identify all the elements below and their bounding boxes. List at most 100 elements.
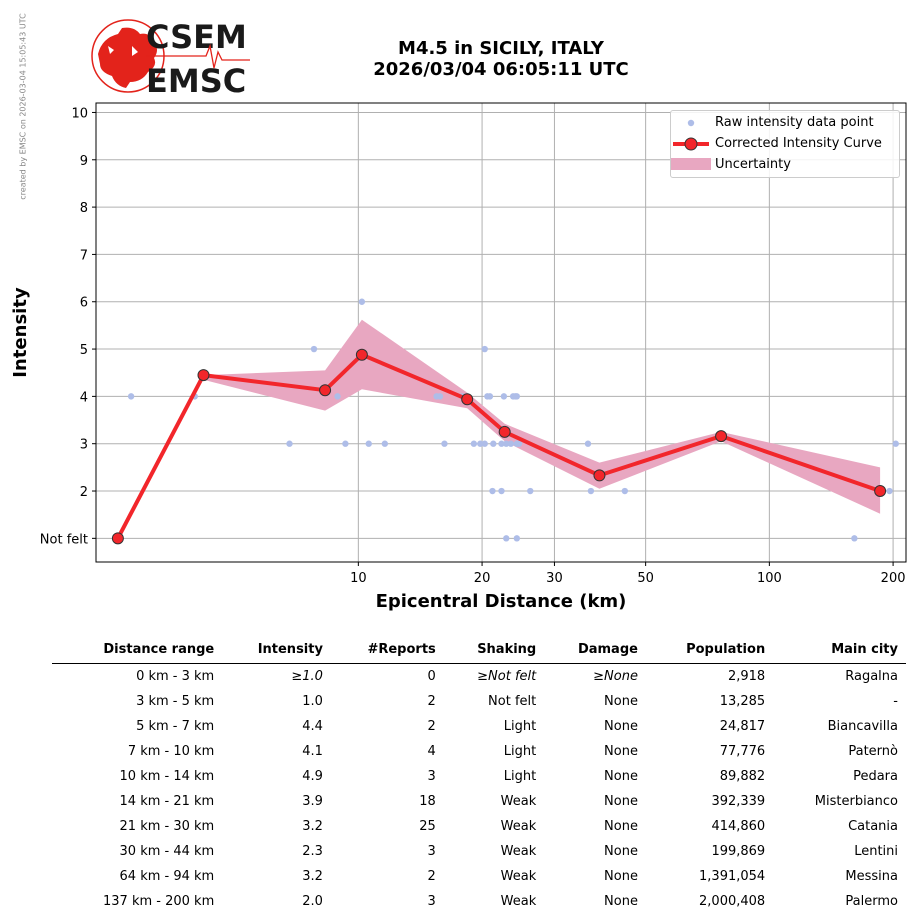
curve-marker bbox=[874, 485, 887, 498]
col-header-reports: #Reports bbox=[330, 638, 444, 664]
raw-data-point bbox=[489, 487, 496, 495]
raw-data-point bbox=[892, 440, 899, 447]
cell-population: 199,869 bbox=[711, 844, 766, 859]
curve-marker bbox=[197, 369, 210, 382]
raw-data-point bbox=[481, 345, 488, 353]
uncertainty-band bbox=[203, 319, 881, 514]
cell-main-city: Biancavilla bbox=[827, 719, 898, 734]
logo-csem-text: CSEM bbox=[146, 18, 247, 56]
raw-data-point bbox=[587, 487, 595, 495]
y-tick-label: 2 bbox=[80, 485, 88, 500]
cell-population: 13,285 bbox=[719, 694, 766, 709]
cell-shaking: Not felt bbox=[488, 694, 537, 709]
curve-marker bbox=[319, 384, 332, 397]
cell-intensity: 4.9 bbox=[302, 769, 323, 784]
raw-data-point bbox=[310, 345, 318, 353]
cell-reports: 0 bbox=[427, 669, 436, 684]
raw-data-point bbox=[503, 535, 510, 542]
col-header-population: Population bbox=[645, 638, 774, 664]
table-row: 7 km - 10 km 4.1 4 Light None 77,776 Paternò bbox=[52, 739, 906, 764]
raw-data-point bbox=[365, 440, 372, 447]
cell-intensity: 3.9 bbox=[302, 794, 323, 809]
cell-distance-range: 137 km - 200 km bbox=[103, 894, 215, 909]
x-tick-label: 100 bbox=[757, 571, 782, 586]
cell-main-city: Catania bbox=[848, 819, 898, 834]
table-row: 0 km - 3 km ≥1.0 0 ≥Not felt ≥None 2,918 Ragal… bbox=[52, 664, 906, 690]
cell-population: 2,918 bbox=[727, 669, 766, 684]
cell-intensity: 2.0 bbox=[302, 894, 323, 909]
y-tick-label: 4 bbox=[80, 390, 88, 405]
y-tick-label: 10 bbox=[71, 106, 88, 121]
cell-shaking: Weak bbox=[500, 869, 537, 884]
axis-ticks: Not felt 2 3 4 5 6 7 8 9 10 10 20 30 50 100 200 bbox=[40, 106, 906, 586]
col-header-distance-range: Distance range bbox=[52, 638, 223, 664]
intensity-chart: Not felt 2 3 4 5 6 7 8 9 10 10 20 30 50 100 200 Epicent… bbox=[10, 102, 907, 612]
cell-intensity: 4.1 bbox=[302, 744, 323, 759]
cell-distance-range: 30 km - 44 km bbox=[119, 844, 215, 859]
raw-data-point bbox=[481, 440, 488, 447]
legend-raw-marker bbox=[687, 119, 695, 127]
raw-data-point bbox=[500, 393, 508, 400]
cell-distance-range: 0 km - 3 km bbox=[136, 669, 215, 684]
cell-shaking: Weak bbox=[500, 844, 537, 859]
cell-population: 89,882 bbox=[719, 769, 766, 784]
curve-marker bbox=[593, 469, 606, 482]
cell-population: 414,860 bbox=[711, 819, 766, 834]
cell-intensity: 4.4 bbox=[302, 719, 323, 734]
table-body: 0 km - 3 km ≥1.0 0 ≥Not felt ≥None 2,918 Ragal… bbox=[52, 664, 906, 915]
cell-damage: None bbox=[604, 719, 638, 734]
raw-data-point bbox=[490, 440, 497, 447]
raw-data-point bbox=[127, 393, 135, 400]
cell-intensity: 3.2 bbox=[302, 869, 323, 884]
cell-main-city: Pedara bbox=[853, 769, 898, 784]
raw-data-point bbox=[527, 487, 534, 495]
cell-main-city: Palermo bbox=[845, 894, 898, 909]
raw-data-point bbox=[381, 440, 389, 447]
cell-distance-range: 14 km - 21 km bbox=[119, 794, 215, 809]
table-row: 30 km - 44 km 2.3 3 Weak None 199,869 Lentini bbox=[52, 839, 906, 864]
cell-main-city: Lentini bbox=[854, 844, 898, 859]
cell-intensity: 1.0 bbox=[302, 694, 323, 709]
raw-data-point bbox=[498, 487, 505, 495]
raw-data-point bbox=[515, 440, 523, 447]
chart-title: M4.5 in SICILY, ITALY 2026/03/04 06:05:1… bbox=[300, 38, 702, 80]
cell-distance-range: 3 km - 5 km bbox=[136, 694, 215, 709]
raw-data-point bbox=[441, 440, 448, 447]
y-tick-label: 3 bbox=[80, 438, 88, 453]
cell-intensity: ≥1.0 bbox=[291, 669, 323, 684]
cell-distance-range: 64 km - 94 km bbox=[119, 869, 215, 884]
cell-reports: 2 bbox=[427, 694, 436, 709]
raw-points bbox=[127, 298, 899, 542]
table-row: 14 km - 21 km 3.9 18 Weak None 392,339 Misterb… bbox=[52, 789, 906, 814]
cell-reports: 25 bbox=[419, 819, 436, 834]
cell-damage: None bbox=[604, 869, 638, 884]
raw-data-point bbox=[486, 393, 494, 400]
raw-data-point bbox=[513, 393, 521, 400]
cell-damage: ≥None bbox=[593, 669, 638, 684]
cell-reports: 3 bbox=[427, 769, 436, 784]
cell-shaking: Light bbox=[503, 769, 537, 784]
cell-damage: None bbox=[604, 744, 638, 759]
table-row: 21 km - 30 km 3.2 25 Weak None 414,860 Catania bbox=[52, 814, 906, 839]
csem-emsc-logo: CSEM EMSC bbox=[91, 18, 250, 98]
raw-data-point bbox=[584, 440, 592, 447]
raw-data-point bbox=[621, 487, 629, 495]
cell-reports: 18 bbox=[419, 794, 436, 809]
cell-distance-range: 21 km - 30 km bbox=[119, 819, 215, 834]
plot-frame bbox=[95, 102, 907, 563]
cell-intensity: 2.3 bbox=[302, 844, 323, 859]
curve-marker bbox=[498, 425, 511, 438]
cell-shaking: ≥Not felt bbox=[477, 669, 537, 684]
raw-data-point bbox=[886, 487, 893, 495]
raw-data-point bbox=[851, 535, 858, 542]
legend-curve: Corrected Intensity Curve bbox=[671, 134, 899, 154]
legend-uncertainty: Uncertainty bbox=[671, 155, 899, 175]
x-tick-label: 30 bbox=[546, 571, 563, 586]
y-tick-label: 9 bbox=[80, 154, 88, 169]
table-row: 3 km - 5 km 1.0 2 Not felt None 13,285 - bbox=[52, 689, 906, 714]
legend-uncertainty-swatch bbox=[671, 158, 711, 170]
cell-distance-range: 7 km - 10 km bbox=[127, 744, 215, 759]
cell-main-city: Paternò bbox=[848, 744, 898, 759]
col-header-damage: Damage bbox=[544, 638, 646, 664]
cell-main-city: Misterbianco bbox=[814, 794, 898, 809]
